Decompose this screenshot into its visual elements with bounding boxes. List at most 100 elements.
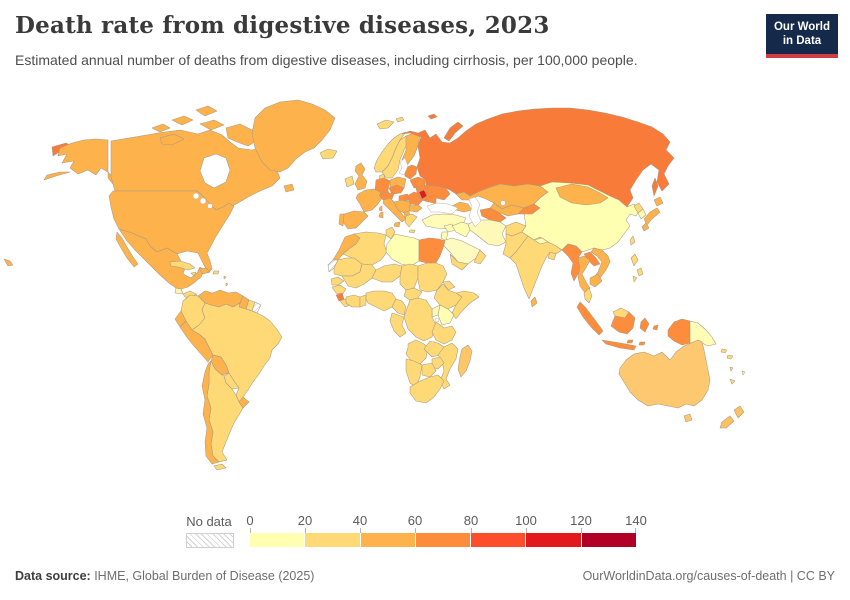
country-france-corsica[interactable]	[378, 205, 383, 212]
country-lesser-antilles[interactable]	[223, 275, 227, 280]
country-united-kingdom[interactable]	[354, 162, 368, 191]
country-taiwan[interactable]	[629, 235, 636, 246]
country-dr-congo[interactable]	[403, 297, 437, 342]
country-indonesia-sulawesi[interactable]	[639, 317, 650, 333]
country-south-korea[interactable]	[637, 208, 647, 220]
country-moldova[interactable]	[418, 189, 428, 200]
country-chad[interactable]	[399, 263, 419, 291]
country-kenya[interactable]	[437, 304, 455, 326]
country-japan-honshu[interactable]	[643, 207, 661, 226]
country-italy[interactable]	[382, 197, 407, 223]
country-canada-island[interactable]	[151, 123, 171, 133]
country-gabon-congo[interactable]	[389, 312, 407, 338]
country-mongolia[interactable]	[555, 183, 609, 206]
country-indonesia-sumatra[interactable]	[576, 301, 604, 336]
country-libya[interactable]	[385, 233, 420, 267]
country-new-caledonia[interactable]	[729, 378, 736, 385]
country-russia[interactable]	[401, 107, 675, 208]
country-angola[interactable]	[405, 339, 429, 365]
country-madagascar[interactable]	[457, 344, 473, 378]
legend-bin-60-80[interactable]	[415, 533, 472, 547]
country-yemen[interactable]	[449, 253, 469, 271]
country-philippines-mindanao[interactable]	[632, 275, 638, 283]
country-japan-hokkaido[interactable]	[653, 196, 664, 207]
country-russia-sakhalin[interactable]	[651, 177, 659, 197]
country-iceland[interactable]	[319, 148, 338, 160]
country-new-zealand-south[interactable]	[719, 415, 735, 429]
country-belarus[interactable]	[409, 176, 427, 189]
country-svalbard-island[interactable]	[395, 116, 405, 123]
country-usa-hawaii[interactable]	[3, 258, 14, 267]
country-greece[interactable]	[404, 213, 418, 228]
country-sierra-leone[interactable]	[335, 292, 345, 302]
country-japan-kyushu[interactable]	[641, 222, 650, 232]
country-botswana[interactable]	[421, 362, 437, 378]
legend-bin-120-140[interactable]	[581, 533, 636, 547]
country-lesser-antilles[interactable]	[225, 282, 229, 287]
country-solomon-islands[interactable]	[726, 354, 734, 360]
country-bulgaria[interactable]	[408, 204, 423, 213]
legend-bin-40-60[interactable]	[360, 533, 416, 547]
country-bangladesh[interactable]	[547, 251, 557, 261]
country-iran[interactable]	[467, 219, 507, 247]
country-puerto-rico[interactable]	[212, 270, 220, 275]
country-somalia[interactable]	[451, 290, 480, 320]
country-ireland[interactable]	[344, 175, 355, 188]
country-italy-sicily[interactable]	[393, 221, 401, 228]
owid-logo[interactable]: Our World in Data	[766, 14, 838, 58]
country-south-africa[interactable]	[409, 374, 445, 404]
country-saudi-arabia[interactable]	[441, 237, 481, 265]
country-spain[interactable]	[342, 210, 369, 230]
country-jamaica[interactable]	[190, 271, 197, 277]
country-greece-crete[interactable]	[408, 229, 416, 234]
country-canada-baffin[interactable]	[225, 123, 259, 147]
no-data-swatch[interactable]	[186, 533, 234, 548]
country-vanuatu[interactable]	[729, 366, 734, 372]
country-canada-island[interactable]	[199, 119, 225, 131]
country-togo-benin[interactable]	[359, 294, 367, 308]
country-indonesia-west-papua[interactable]	[667, 318, 691, 346]
country-canada-island[interactable]	[195, 105, 218, 117]
country-indonesia-kalimantan[interactable]	[610, 311, 636, 335]
country-russia-novaya-zemlya[interactable]	[443, 121, 464, 142]
country-czechia-slovakia[interactable]	[388, 184, 405, 195]
country-nigeria[interactable]	[365, 290, 397, 312]
country-oman[interactable]	[473, 249, 487, 265]
country-western-sahara[interactable]	[327, 259, 339, 273]
country-canada-island[interactable]	[171, 115, 194, 126]
country-australia[interactable]	[618, 339, 711, 409]
country-brazil[interactable]	[191, 302, 283, 403]
country-usa-aleutians[interactable]	[43, 171, 71, 181]
country-indonesia-maluku[interactable]	[652, 324, 659, 331]
country-hispaniola[interactable]	[198, 267, 211, 275]
country-senegal[interactable]	[330, 276, 345, 286]
country-guinea[interactable]	[331, 284, 347, 296]
country-niger[interactable]	[371, 263, 403, 283]
country-egypt[interactable]	[418, 237, 446, 264]
country-chile[interactable]	[201, 360, 220, 465]
country-china[interactable]	[521, 181, 641, 253]
country-tierra-del-fuego[interactable]	[213, 463, 227, 471]
country-portugal[interactable]	[338, 213, 345, 227]
legend-bin-20-40[interactable]	[305, 533, 361, 547]
country-tunisia[interactable]	[385, 226, 396, 240]
country-canada[interactable]	[110, 129, 286, 211]
country-greenland[interactable]	[251, 99, 336, 173]
country-australia-tasmania[interactable]	[683, 413, 693, 423]
country-indonesia-nusa[interactable]	[626, 339, 634, 344]
country-indonesia-java[interactable]	[601, 339, 637, 351]
country-thailand[interactable]	[577, 255, 591, 294]
country-philippines-luzon[interactable]	[630, 253, 639, 267]
country-svalbard[interactable]	[376, 119, 395, 130]
country-mexico-baja[interactable]	[115, 231, 139, 268]
country-eritrea[interactable]	[442, 280, 456, 291]
country-cameroon[interactable]	[391, 298, 407, 316]
country-philippines[interactable]	[636, 267, 644, 277]
country-turkmenistan[interactable]	[479, 207, 507, 223]
country-fiji[interactable]	[741, 370, 746, 376]
legend-bin-100-120[interactable]	[526, 533, 582, 547]
legend-bin-0-20[interactable]	[250, 533, 306, 547]
country-cuba[interactable]	[169, 260, 196, 271]
country-italy-sardinia[interactable]	[378, 211, 384, 219]
country-canada-newfoundland[interactable]	[283, 183, 295, 193]
